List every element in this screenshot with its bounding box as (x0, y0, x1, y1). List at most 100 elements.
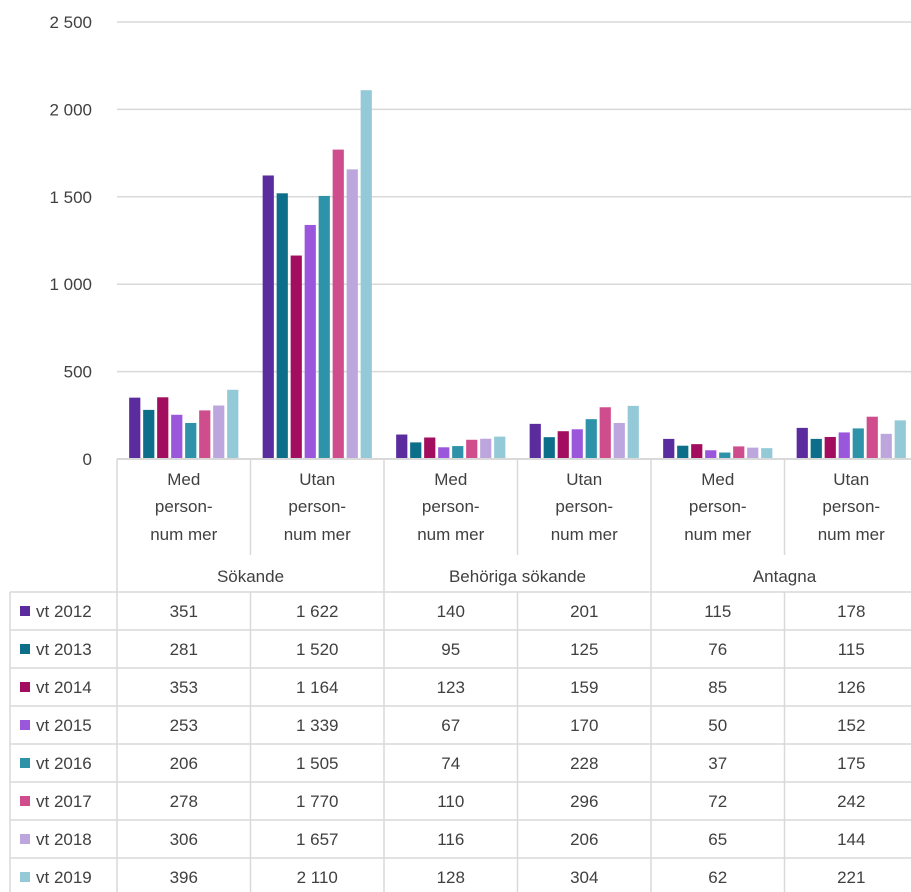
legend-label: vt 2019 (36, 868, 92, 887)
table-cell: 206 (570, 830, 598, 849)
bar (480, 438, 492, 459)
table-cell: 72 (708, 792, 727, 811)
bar (276, 193, 288, 459)
bar (627, 405, 639, 459)
bar (663, 438, 675, 459)
bar (705, 450, 717, 459)
bar (747, 447, 759, 459)
bar (733, 446, 745, 459)
table-cell: 1 520 (296, 640, 339, 659)
bar (494, 436, 506, 459)
legend-swatch (20, 644, 30, 654)
category-label: num mer (417, 525, 484, 544)
bar (543, 437, 555, 459)
table-cell: 1 657 (296, 830, 339, 849)
category-label: Med (167, 470, 200, 489)
bar (262, 175, 274, 459)
bar (677, 445, 689, 459)
table-cell: 115 (838, 640, 865, 659)
bar (424, 437, 436, 459)
table-cell: 353 (170, 678, 198, 697)
y-tick-label: 0 (83, 450, 92, 469)
table-cell: 201 (570, 602, 598, 621)
table-cell: 116 (437, 830, 464, 849)
category-label: person- (822, 497, 880, 516)
table-cell: 253 (170, 716, 198, 735)
bar (838, 432, 850, 459)
bar (143, 409, 155, 459)
table-cell: 228 (570, 754, 598, 773)
table-cell: 67 (441, 716, 460, 735)
table-cell: 125 (570, 640, 598, 659)
table-cell: 2 110 (297, 868, 338, 887)
legend-swatch (20, 872, 30, 882)
bar (410, 442, 422, 459)
bar (157, 397, 169, 459)
legend-label: vt 2012 (36, 602, 92, 621)
bar (880, 433, 892, 459)
category-label: num mer (818, 525, 885, 544)
table-cell: 1 164 (296, 678, 339, 697)
bar (466, 439, 478, 459)
category-label: person- (555, 497, 613, 516)
bar (452, 446, 464, 459)
bar (290, 255, 302, 459)
table-cell: 62 (708, 868, 727, 887)
category-label: Med (434, 470, 467, 489)
bar (227, 389, 239, 459)
bar (213, 405, 225, 459)
table-cell: 126 (837, 678, 865, 697)
bar (894, 420, 906, 459)
bar (346, 169, 358, 460)
category-label: Utan (833, 470, 869, 489)
table-cell: 242 (837, 792, 865, 811)
bar (824, 436, 836, 459)
y-tick-label: 2 000 (49, 100, 92, 119)
bar (761, 448, 773, 459)
table-cell: 74 (441, 754, 460, 773)
bar (571, 429, 583, 459)
category-label: Med (701, 470, 734, 489)
legend-swatch (20, 606, 30, 616)
group-label: Sökande (217, 567, 284, 586)
group-label: Behöriga sökande (449, 567, 586, 586)
table-cell: 170 (570, 716, 598, 735)
bar (599, 407, 611, 459)
bar (396, 434, 408, 459)
category-label: num mer (284, 525, 351, 544)
bar (557, 431, 569, 459)
table-cell: 95 (441, 640, 460, 659)
table-cell: 1 622 (296, 602, 339, 621)
table-cell: 306 (170, 830, 198, 849)
category-label: person- (155, 497, 213, 516)
table-cell: 351 (170, 602, 198, 621)
bar (796, 427, 808, 459)
bar (185, 422, 197, 459)
bar (360, 90, 372, 459)
legend-label: vt 2013 (36, 640, 92, 659)
y-tick-label: 500 (64, 363, 92, 382)
table-cell: 296 (570, 792, 598, 811)
gridlines (117, 21, 911, 373)
table-cell: 152 (837, 716, 865, 735)
legend-swatch (20, 796, 30, 806)
legend-label: vt 2017 (36, 792, 92, 811)
legend-label: vt 2015 (36, 716, 92, 735)
table-cell: 140 (437, 602, 465, 621)
bar (171, 414, 183, 459)
bar (810, 438, 822, 459)
table-cell: 206 (170, 754, 198, 773)
table-cell: 1 339 (296, 716, 339, 735)
bar (438, 447, 450, 459)
bar (129, 397, 141, 459)
bar (852, 428, 864, 459)
category-label: person- (422, 497, 480, 516)
legend-swatch (20, 720, 30, 730)
category-label: Utan (566, 470, 602, 489)
group-label: Antagna (753, 567, 817, 586)
bar (318, 195, 330, 459)
bar (529, 423, 541, 459)
table-cell: 278 (170, 792, 198, 811)
bar (866, 416, 878, 459)
